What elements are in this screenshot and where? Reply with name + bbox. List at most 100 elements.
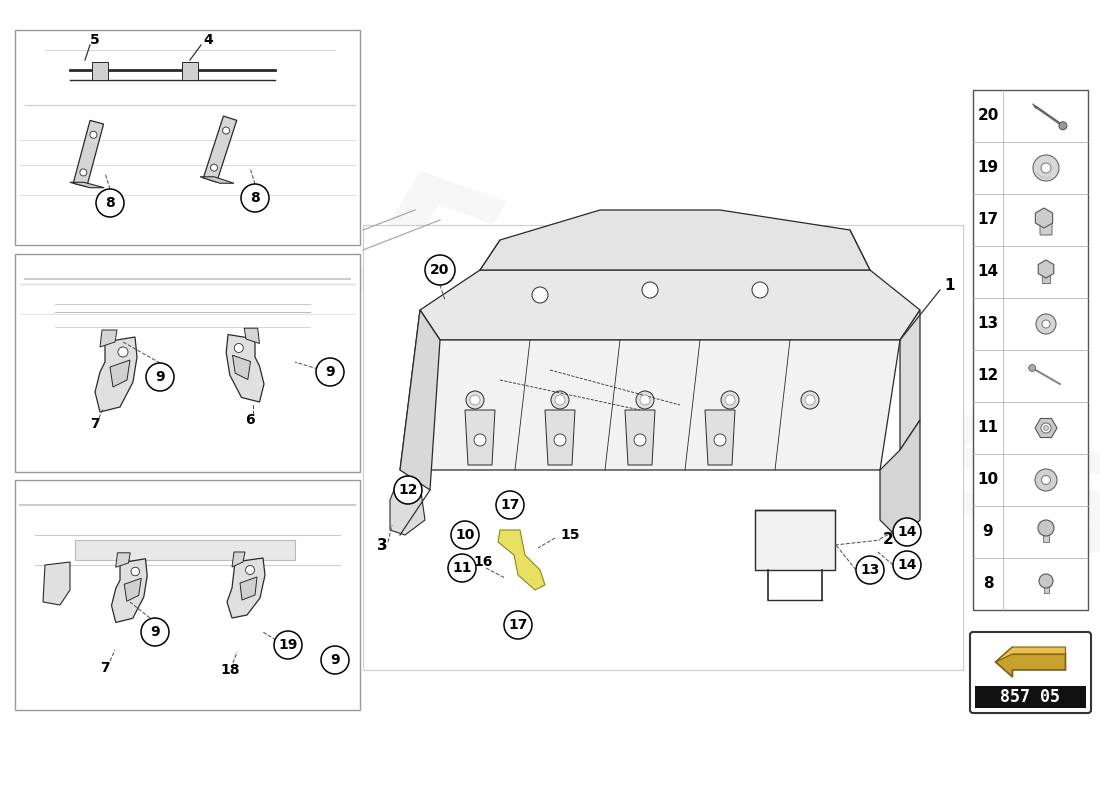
Circle shape [640, 395, 650, 405]
Circle shape [1042, 320, 1050, 328]
Polygon shape [244, 328, 260, 343]
Polygon shape [544, 410, 575, 465]
Circle shape [1040, 574, 1053, 588]
Bar [975, 686, 1086, 708]
Circle shape [466, 391, 484, 409]
Text: 16: 16 [473, 555, 493, 569]
Polygon shape [43, 562, 70, 605]
Text: 10: 10 [978, 473, 999, 487]
Circle shape [551, 391, 569, 409]
Circle shape [210, 164, 218, 171]
FancyBboxPatch shape [970, 632, 1091, 713]
Circle shape [893, 551, 921, 579]
Circle shape [316, 358, 344, 386]
Polygon shape [625, 410, 654, 465]
Polygon shape [74, 121, 103, 187]
Text: 85: 85 [716, 374, 944, 566]
Text: 2: 2 [882, 533, 893, 547]
Polygon shape [227, 334, 264, 402]
Circle shape [1044, 426, 1048, 430]
Bar [1044, 581, 1048, 593]
Text: 6: 6 [245, 413, 255, 427]
Text: 11: 11 [452, 561, 472, 575]
Text: 13: 13 [860, 563, 880, 577]
Polygon shape [705, 410, 735, 465]
Text: 12: 12 [978, 369, 999, 383]
Circle shape [1028, 365, 1035, 371]
Text: 9: 9 [155, 370, 165, 384]
Polygon shape [390, 485, 425, 535]
Bar [363, 225, 962, 670]
Text: 1: 1 [945, 278, 955, 293]
Text: 12: 12 [398, 483, 418, 497]
Circle shape [636, 391, 654, 409]
Text: 5: 5 [90, 33, 100, 47]
Text: 8: 8 [250, 191, 260, 205]
Polygon shape [240, 577, 257, 600]
Polygon shape [1035, 208, 1053, 228]
Text: 13: 13 [978, 317, 999, 331]
Text: 10: 10 [455, 528, 475, 542]
Polygon shape [124, 578, 141, 602]
Circle shape [451, 521, 478, 549]
Bar [974, 90, 1088, 610]
Circle shape [532, 287, 548, 303]
Circle shape [118, 347, 128, 357]
Text: 4: 4 [204, 33, 213, 47]
Text: 7: 7 [90, 417, 100, 431]
Text: 17: 17 [508, 618, 528, 632]
Polygon shape [900, 310, 920, 450]
Circle shape [504, 611, 532, 639]
Circle shape [1036, 314, 1056, 334]
Bar [92, 62, 108, 80]
Polygon shape [400, 310, 440, 490]
Circle shape [805, 395, 815, 405]
Text: 19: 19 [978, 161, 999, 175]
Polygon shape [465, 410, 495, 465]
Polygon shape [1035, 418, 1057, 438]
Bar [182, 62, 198, 80]
Text: 20: 20 [430, 263, 450, 277]
Polygon shape [755, 510, 835, 570]
Polygon shape [480, 210, 870, 270]
Circle shape [1041, 163, 1050, 173]
Circle shape [801, 391, 820, 409]
Polygon shape [75, 540, 295, 560]
Circle shape [474, 434, 486, 446]
Circle shape [425, 255, 455, 285]
Polygon shape [116, 553, 130, 567]
Text: 3: 3 [376, 538, 387, 553]
Polygon shape [95, 337, 138, 412]
Circle shape [245, 566, 254, 574]
Bar [15, 480, 360, 710]
Circle shape [90, 131, 97, 138]
Circle shape [141, 618, 169, 646]
Circle shape [131, 567, 140, 576]
Circle shape [714, 434, 726, 446]
Polygon shape [70, 182, 104, 188]
Text: 8: 8 [106, 196, 114, 210]
Polygon shape [111, 558, 147, 622]
Polygon shape [996, 647, 1066, 662]
Circle shape [642, 282, 658, 298]
Circle shape [1042, 475, 1050, 485]
Circle shape [496, 491, 524, 519]
Circle shape [96, 189, 124, 217]
Circle shape [1035, 469, 1057, 491]
Circle shape [856, 556, 884, 584]
Polygon shape [880, 420, 920, 540]
Circle shape [634, 434, 646, 446]
Circle shape [241, 184, 270, 212]
Text: 8: 8 [982, 577, 993, 591]
Circle shape [1059, 122, 1067, 130]
Circle shape [321, 646, 349, 674]
Text: 19: 19 [278, 638, 298, 652]
Circle shape [80, 169, 87, 176]
Polygon shape [204, 116, 236, 182]
Polygon shape [400, 310, 900, 470]
Bar [15, 254, 360, 472]
Text: 17: 17 [978, 213, 999, 227]
Bar [1043, 528, 1049, 542]
Text: 9: 9 [151, 625, 160, 639]
Polygon shape [100, 330, 117, 347]
